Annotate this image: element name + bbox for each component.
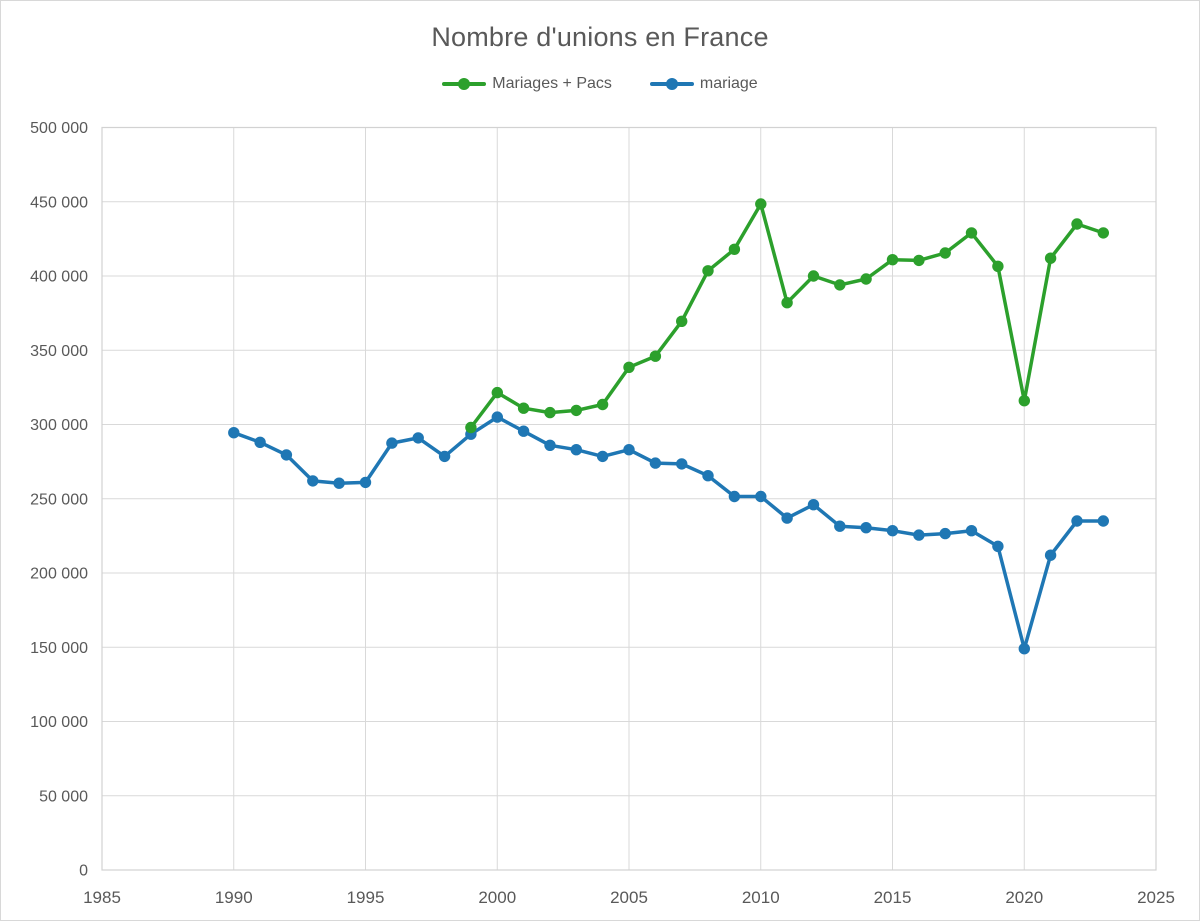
data-point [491,386,503,399]
data-point [623,361,635,373]
data-point [992,540,1004,552]
x-tick-label: 2000 [478,888,516,907]
data-point [1071,515,1083,527]
data-point [412,432,424,444]
plot-border [101,126,1157,871]
y-tick-label: 400 000 [30,269,88,286]
data-point [702,470,714,482]
data-point [544,439,556,451]
legend-item-0: Mariages + Pacs [442,75,612,93]
legend-item-1: mariage [649,75,758,93]
data-point [807,270,820,282]
x-tick-label: 2025 [1137,888,1175,907]
data-point [1097,515,1110,527]
data-point [570,444,582,456]
legend-label: Mariages + Pacs [492,75,612,92]
data-point [1044,252,1057,264]
y-tick-label: 500 000 [30,120,88,137]
y-tick-label: 200 000 [30,566,88,583]
x-tick-label: 2015 [874,888,912,907]
legend-line-marker [649,78,694,90]
data-point [517,402,530,414]
data-point [755,490,767,503]
data-point [807,499,820,511]
x-tick-label: 1995 [347,888,385,907]
x-tick-label: 1985 [83,888,121,907]
data-point [781,512,793,524]
data-point [649,350,662,362]
y-tick-label: 150 000 [30,640,88,657]
data-point [623,444,635,456]
data-point [570,404,582,417]
data-point [992,260,1004,272]
legend-label: mariage [699,75,758,92]
data-point [834,520,846,532]
data-point [596,398,609,411]
data-point [307,475,319,487]
chart-title: Nombre d'unions en France [431,22,769,52]
series-line-mariage [232,415,1106,651]
data-point [228,427,240,439]
chart-legend: Mariages + Pacs mariage [1,75,1199,93]
data-point [702,265,714,277]
data-point [939,247,951,259]
y-tick-label: 0 [79,863,88,880]
data-point [728,490,741,503]
y-tick-label: 300 000 [30,417,88,434]
y-tick-label: 350 000 [30,343,88,360]
y-tick-label: 450 000 [30,194,88,211]
data-point [596,450,609,463]
x-tick-label: 2005 [610,888,648,907]
data-point [886,525,899,537]
data-point [913,529,925,541]
legend-dot-icon [665,78,678,90]
x-tick-label: 2010 [742,888,780,907]
data-point [913,254,925,267]
y-tick-label: 100 000 [30,714,88,731]
x-tick-label: 1990 [215,888,253,907]
data-point [649,457,662,469]
x-tick-label: 2020 [1005,888,1043,907]
data-point [465,421,477,434]
data-point [280,449,293,461]
series-line-mariages-pacs [469,202,1106,430]
data-point [781,297,793,309]
data-point [965,525,978,537]
data-point [1018,395,1030,407]
legend-line-marker [442,78,487,90]
data-point [834,279,846,291]
data-point [359,476,372,489]
data-point [517,425,530,437]
data-point [965,227,978,239]
data-point [1044,549,1057,561]
y-tick-label: 250 000 [30,491,88,508]
data-point [676,315,688,327]
data-point [728,243,741,255]
data-point [491,411,503,423]
data-point [254,436,266,448]
data-point [860,522,872,534]
data-point [676,458,688,470]
data-point [886,254,899,266]
data-point [1071,218,1083,230]
data-point [1018,643,1030,655]
data-point [386,437,398,449]
data-point [544,406,556,419]
data-point [755,198,767,210]
legend-dot-icon [458,78,471,90]
data-point [860,273,872,285]
data-point [333,477,345,489]
data-point [438,450,451,463]
data-point [939,527,951,540]
y-tick-label: 50 000 [39,788,88,805]
data-point [1097,227,1110,239]
